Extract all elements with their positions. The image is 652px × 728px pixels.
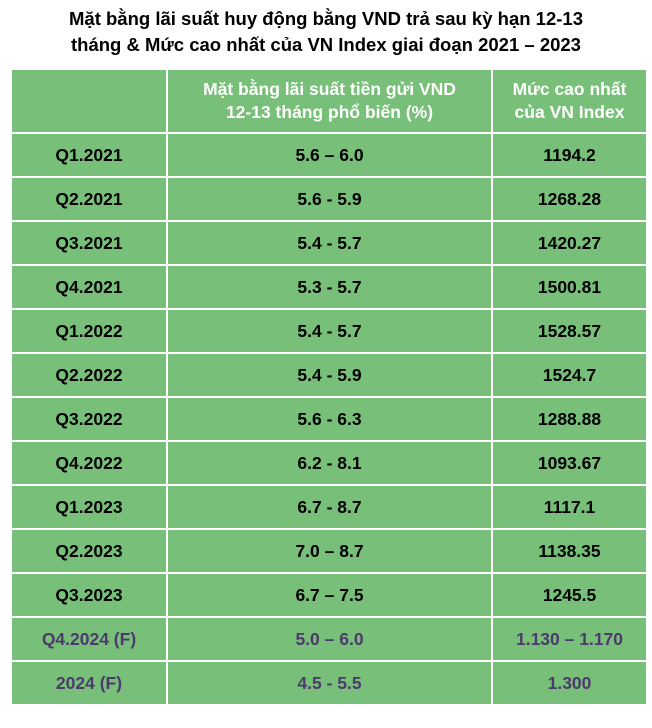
header-rate-line-1: Mặt bằng lãi suất tiền gửi VND <box>203 79 456 99</box>
header-vnindex-line-2: của VN Index <box>514 102 625 122</box>
period-cell: Q3.2023 <box>10 572 168 618</box>
table-row: Q4.2022 6.2 - 8.1 1093.67 <box>10 440 648 486</box>
table-row: Q3.2022 5.6 - 6.3 1288.88 <box>10 396 648 442</box>
header-rate-line-2: 12-13 tháng phổ biến (%) <box>225 102 434 122</box>
rate-cell: 6.7 - 8.7 <box>166 484 493 530</box>
rate-cell: 5.3 - 5.7 <box>166 264 493 310</box>
period-cell: Q1.2022 <box>10 308 168 354</box>
header-row: Mặt bằng lãi suất tiền gửi VND 12-13 thá… <box>10 68 648 134</box>
vnindex-cell: 1.130 – 1.170 <box>491 616 648 662</box>
vnindex-cell: 1093.67 <box>491 440 648 486</box>
table-row: 2024 (F) 4.5 - 5.5 1.300 <box>10 660 648 706</box>
period-cell: Q4.2021 <box>10 264 168 310</box>
vnindex-cell: 1420.27 <box>491 220 648 266</box>
rate-cell: 5.6 – 6.0 <box>166 132 493 178</box>
rate-cell: 5.4 - 5.9 <box>166 352 493 398</box>
chart-title: Mặt bằng lãi suất huy động bằng VND trả … <box>0 6 652 58</box>
rate-cell: 4.5 - 5.5 <box>166 660 493 706</box>
vnindex-cell: 1500.81 <box>491 264 648 310</box>
table-body: Q1.2021 5.6 – 6.0 1194.2 Q2.2021 5.6 - 5.9 12… <box>10 132 648 706</box>
table-row: Q3.2021 5.4 - 5.7 1420.27 <box>10 220 648 266</box>
rate-cell: 5.0 – 6.0 <box>166 616 493 662</box>
vnindex-cell: 1194.2 <box>491 132 648 178</box>
rate-cell: 5.4 - 5.7 <box>166 308 493 354</box>
period-cell: Q4.2024 (F) <box>10 616 168 662</box>
table-row: Q1.2022 5.4 - 5.7 1528.57 <box>10 308 648 354</box>
rate-cell: 5.6 - 6.3 <box>166 396 493 442</box>
vnindex-cell: 1.300 <box>491 660 648 706</box>
period-cell: Q2.2022 <box>10 352 168 398</box>
period-cell: Q3.2022 <box>10 396 168 442</box>
rates-vnindex-table: Mặt bằng lãi suất tiền gửi VND 12-13 thá… <box>10 68 648 706</box>
period-cell: 2024 (F) <box>10 660 168 706</box>
vnindex-cell: 1117.1 <box>491 484 648 530</box>
rate-cell: 6.2 - 8.1 <box>166 440 493 486</box>
rate-cell: 7.0 – 8.7 <box>166 528 493 574</box>
vnindex-cell: 1268.28 <box>491 176 648 222</box>
table-row: Q4.2021 5.3 - 5.7 1500.81 <box>10 264 648 310</box>
chart-title-line-2: tháng & Mức cao nhất của VN Index giai đ… <box>71 34 581 55</box>
rate-cell: 5.6 - 5.9 <box>166 176 493 222</box>
table-row: Q2.2021 5.6 - 5.9 1268.28 <box>10 176 648 222</box>
table-row: Q4.2024 (F) 5.0 – 6.0 1.130 – 1.170 <box>10 616 648 662</box>
table-row: Q2.2023 7.0 – 8.7 1138.35 <box>10 528 648 574</box>
period-cell: Q2.2021 <box>10 176 168 222</box>
rate-cell: 6.7 – 7.5 <box>166 572 493 618</box>
header-vnindex-line-1: Mức cao nhất <box>512 79 627 99</box>
vnindex-cell: 1138.35 <box>491 528 648 574</box>
vnindex-cell: 1528.57 <box>491 308 648 354</box>
period-cell: Q1.2021 <box>10 132 168 178</box>
period-cell: Q3.2021 <box>10 220 168 266</box>
vnindex-cell: 1524.7 <box>491 352 648 398</box>
vnindex-cell: 1245.5 <box>491 572 648 618</box>
period-cell: Q1.2023 <box>10 484 168 530</box>
table-row: Q2.2022 5.4 - 5.9 1524.7 <box>10 352 648 398</box>
table-row: Q3.2023 6.7 – 7.5 1245.5 <box>10 572 648 618</box>
header-cell-rate: Mặt bằng lãi suất tiền gửi VND 12-13 thá… <box>166 68 493 134</box>
header-cell-vnindex: Mức cao nhất của VN Index <box>491 68 648 134</box>
header-cell-period <box>10 68 168 134</box>
rate-cell: 5.4 - 5.7 <box>166 220 493 266</box>
vnindex-cell: 1288.88 <box>491 396 648 442</box>
period-cell: Q2.2023 <box>10 528 168 574</box>
chart-title-line-1: Mặt bằng lãi suất huy động bằng VND trả … <box>69 8 583 29</box>
period-cell: Q4.2022 <box>10 440 168 486</box>
table-row: Q1.2023 6.7 - 8.7 1117.1 <box>10 484 648 530</box>
table-row: Q1.2021 5.6 – 6.0 1194.2 <box>10 132 648 178</box>
